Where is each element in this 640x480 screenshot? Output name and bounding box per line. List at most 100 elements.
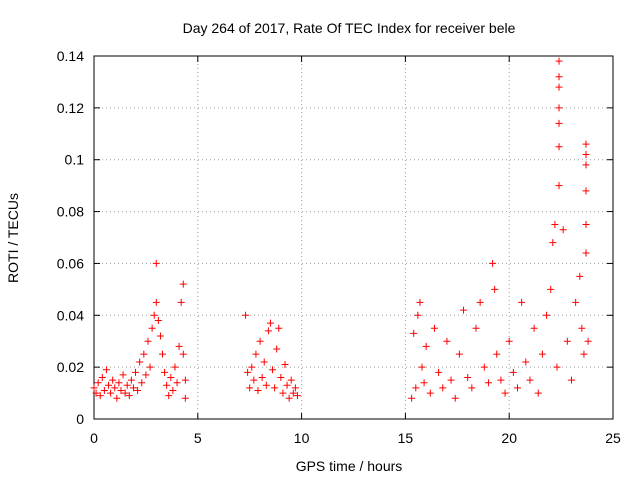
data-point (119, 371, 127, 379)
data-point (250, 376, 258, 384)
data-point (443, 337, 451, 345)
data-point (275, 324, 283, 332)
data-point (505, 337, 513, 345)
data-point (152, 259, 160, 267)
data-point (543, 311, 551, 319)
data-point (509, 368, 517, 376)
data-point (555, 143, 563, 151)
data-point (414, 311, 422, 319)
data-point (156, 332, 164, 340)
y-tick-label: 0.1 (65, 152, 85, 168)
data-point (451, 394, 459, 402)
data-point (111, 384, 119, 392)
plot-frame (93, 55, 614, 420)
data-point (555, 104, 563, 112)
y-tick-label: 0.04 (57, 307, 84, 323)
data-point (175, 342, 183, 350)
data-point (563, 337, 571, 345)
data-point (287, 376, 295, 384)
data-point (582, 161, 590, 169)
data-point (167, 374, 175, 382)
data-point (266, 319, 274, 327)
data-point (582, 187, 590, 195)
y-tick-label: 0.02 (57, 359, 84, 375)
data-point (582, 151, 590, 159)
y-tick-label: 0.14 (57, 48, 84, 64)
data-point (260, 358, 268, 366)
data-point (484, 379, 492, 387)
data-point (115, 379, 123, 387)
data-point (582, 140, 590, 148)
data-point (416, 298, 424, 306)
data-point (534, 389, 542, 397)
data-point (464, 374, 472, 382)
data-point (246, 384, 254, 392)
data-point (522, 358, 530, 366)
data-point (123, 381, 131, 389)
data-point (468, 384, 476, 392)
data-point (94, 379, 102, 387)
data-point (584, 337, 592, 345)
data-point (92, 389, 100, 397)
data-point (582, 221, 590, 229)
data-point (177, 298, 185, 306)
y-tick-label: 0.08 (57, 204, 84, 220)
data-point (576, 272, 584, 280)
grid-layer (94, 56, 613, 419)
data-point (289, 389, 297, 397)
x-tick-label: 15 (398, 430, 414, 446)
data-point (140, 350, 148, 358)
data-point (146, 363, 154, 371)
chart-title: Day 264 of 2017, Rate Of TEC Index for r… (183, 20, 516, 36)
data-point (252, 350, 260, 358)
data-point (154, 316, 162, 324)
data-point (161, 368, 169, 376)
data-point (410, 329, 418, 337)
data-point (269, 366, 277, 374)
data-point (559, 226, 567, 234)
data-point (169, 386, 177, 394)
x-tick-label: 5 (194, 430, 202, 446)
data-point (555, 73, 563, 81)
data-point (489, 259, 497, 267)
data-point (273, 345, 281, 353)
data-point (127, 376, 135, 384)
y-axis-label: ROTI / TECUs (5, 193, 21, 283)
data-point (551, 221, 559, 229)
data-point (420, 379, 428, 387)
data-point (242, 311, 250, 319)
data-point (281, 361, 289, 369)
data-point (578, 324, 586, 332)
tick-layer: 0 5 10 15 20 25 0 0.02 0.04 0.06 0.08 0.1 0.12 0.14 (57, 48, 621, 446)
data-point (497, 376, 505, 384)
y-tick-label: 0.12 (57, 100, 84, 116)
data-point (285, 394, 293, 402)
data-point (408, 394, 416, 402)
x-axis-label: GPS time / hours (296, 458, 403, 474)
data-point (426, 389, 434, 397)
data-point (152, 298, 160, 306)
data-point (422, 342, 430, 350)
data-point (105, 381, 113, 389)
data-point (279, 389, 287, 397)
data-point (412, 384, 420, 392)
data-point (121, 389, 129, 397)
data-point (291, 384, 299, 392)
data-point (129, 384, 137, 392)
data-point (538, 350, 546, 358)
data-point (553, 363, 561, 371)
data-point (96, 392, 104, 400)
data-point (254, 386, 262, 394)
data-point (262, 381, 270, 389)
data-point (580, 350, 588, 358)
data-point (460, 306, 468, 314)
data-point (132, 368, 140, 376)
data-point (159, 350, 167, 358)
data-point (258, 374, 266, 382)
data-point (117, 386, 125, 394)
data-point (90, 384, 98, 392)
data-point (518, 298, 526, 306)
data-point (480, 363, 488, 371)
data-point (271, 384, 279, 392)
